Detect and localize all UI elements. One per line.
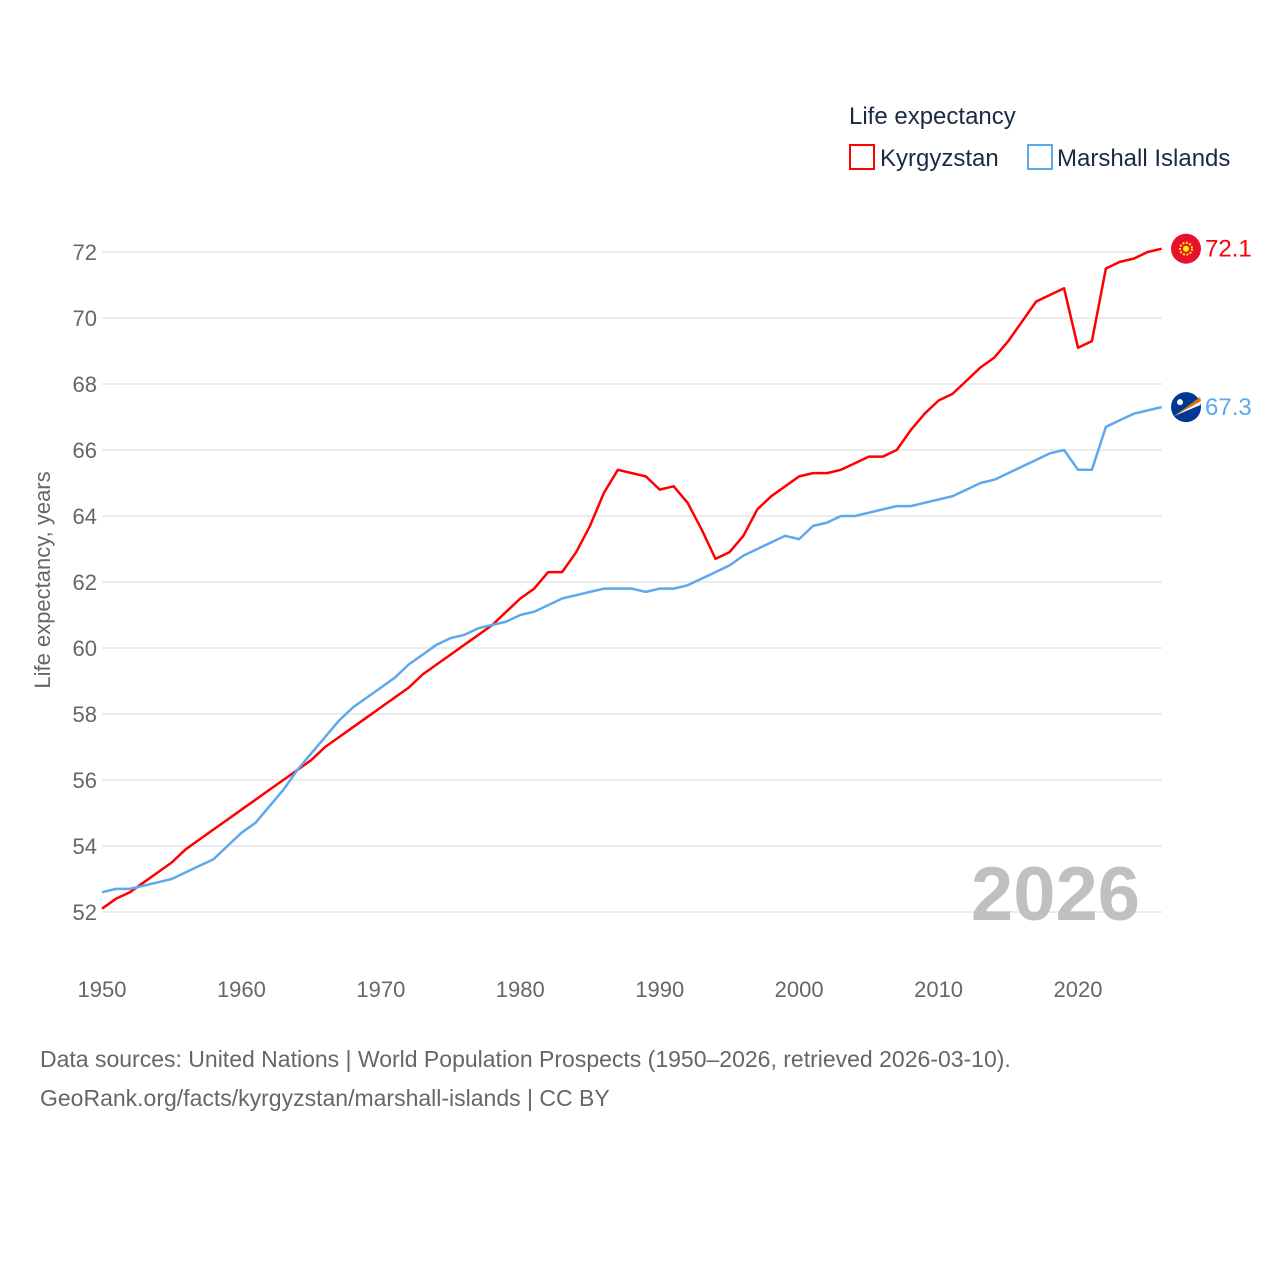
end-value-label: 67.3: [1205, 394, 1252, 421]
x-tick-label: 1950: [78, 977, 127, 1002]
series-line-marshall-islands: [101, 405, 1162, 894]
series-line-kyrgyzstan: [101, 247, 1162, 910]
legend-swatch-marshall-islands: [1027, 144, 1053, 170]
legend-title: Life expectancy: [849, 103, 1016, 130]
y-tick-label: 66: [73, 438, 97, 463]
legend: Life expectancy Kyrgyzstan Marshall Isla…: [849, 103, 1230, 172]
y-tick-label: 54: [73, 834, 97, 859]
x-tick-label: 1970: [356, 977, 405, 1002]
source-link-text[interactable]: GeoRank.org/facts/kyrgyzstan/marshall-is…: [40, 1085, 610, 1111]
y-tick-label: 52: [73, 900, 97, 925]
series-lines: [101, 247, 1162, 910]
x-tick-label: 2010: [914, 977, 963, 1002]
x-tick-label: 1990: [635, 977, 684, 1002]
end-value-label: 72.1: [1205, 236, 1252, 263]
y-tick-label: 64: [73, 504, 97, 529]
legend-item-marshall-islands[interactable]: Marshall Islands: [1027, 144, 1230, 172]
y-tick-label: 72: [73, 240, 97, 265]
y-tick-label: 68: [73, 372, 97, 397]
y-tick-label: 70: [73, 306, 97, 331]
legend-swatch-kyrgyzstan: [849, 144, 875, 170]
kyrgyzstan-flag-icon: [1171, 233, 1201, 264]
year-watermark: 2026: [971, 852, 1140, 937]
x-tick-label: 1960: [217, 977, 266, 1002]
legend-label-kyrgyzstan: Kyrgyzstan: [880, 145, 999, 172]
y-tick-label: 60: [73, 636, 97, 661]
y-tick-label: 56: [73, 768, 97, 793]
legend-item-kyrgyzstan[interactable]: Kyrgyzstan: [849, 144, 999, 172]
x-tick-label: 1980: [496, 977, 545, 1002]
x-tick-label: 2020: [1054, 977, 1103, 1002]
marshall-islands-flag-icon: [1171, 392, 1201, 423]
legend-label-marshall-islands: Marshall Islands: [1057, 145, 1230, 172]
y-axis-ticks: 52 54 56 58 60 62 64 66 68 70 72: [73, 240, 97, 925]
end-labels: 72.1 67.3: [1171, 233, 1252, 423]
x-tick-label: 2000: [775, 977, 824, 1002]
y-axis-label: Life expectancy, years: [30, 471, 55, 688]
data-source-text: Data sources: United Nations | World Pop…: [40, 1046, 1011, 1072]
y-tick-label: 62: [73, 570, 97, 595]
gridlines: [102, 251, 1162, 913]
x-axis-ticks: 1950 1960 1970 1980 1990 2000 2010 2020: [78, 977, 1103, 1002]
y-tick-label: 58: [73, 702, 97, 727]
